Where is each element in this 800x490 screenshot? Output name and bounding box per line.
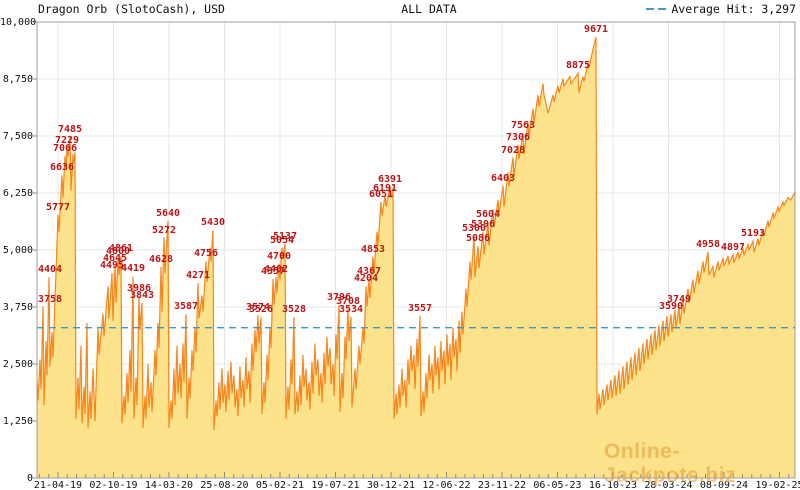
y-axis-label: 7,500 [2,130,33,142]
x-axis-label: 08-09-24 [699,480,749,490]
peak-value-label: 3526 [249,304,274,316]
peak-value-label: 5604 [476,209,501,221]
peak-value-label: 7306 [506,131,531,143]
peak-value-label: 4897 [721,241,746,253]
peak-value-label: 7485 [58,123,83,135]
y-axis-label: 0 [26,472,33,484]
peak-value-label: 3843 [130,289,155,301]
peak-value-label: 3590 [659,301,684,313]
peak-value-label: 4628 [149,253,174,265]
x-axis-label: 14-03-20 [144,480,194,490]
peak-value-label: 5137 [273,230,298,242]
series-line [36,36,796,431]
peak-value-label: 4357 [261,266,286,278]
average-hit-legend-label: Average Hit: 3,297 [671,2,796,16]
axis-tick-marks [33,21,790,479]
peak-value-label: 7229 [55,135,80,147]
x-axis-label: 21-04-19 [33,480,83,490]
peak-value-label: 5054 [270,234,295,246]
peak-value-label: 7066 [53,142,78,154]
peak-value-label: 3986 [127,283,152,295]
peak-value-label: 7563 [511,120,536,132]
peak-value-label: 4700 [267,250,292,262]
peak-value-label: 3557 [408,302,433,314]
peak-value-label: 4271 [186,270,211,282]
peak-value-label: 5086 [466,233,491,245]
y-axis-label: 8,750 [2,73,33,85]
peak-value-label: 9671 [584,24,609,35]
x-axis-label: 25-08-20 [200,480,249,490]
peak-value-label: 4204 [354,273,379,285]
peak-value-label: 8875 [566,60,591,72]
peak-value-label: 4958 [696,238,721,250]
peak-value-label: 3708 [336,295,361,307]
y-axis-label: 1,250 [2,415,33,427]
peak-value-label: 6403 [491,173,516,185]
y-axis-label: 5,000 [2,244,33,256]
y-axis-label: 2,500 [2,358,33,370]
peak-value-label: 3749 [667,294,692,306]
peak-value-label: 5193 [741,228,766,240]
plot-frame [36,21,796,479]
peak-value-label: 6191 [373,182,398,194]
peak-value-label: 6636 [50,162,75,174]
peak-value-label: 4853 [361,243,386,255]
x-axis-label: 30-12-21 [366,480,416,490]
average-line-swatch-icon [646,8,667,10]
x-axis-label: 02-10-19 [89,480,138,490]
peak-value-label: 4402 [264,264,289,276]
peak-value-label: 4800 [106,246,131,258]
peak-value-label: 4404 [38,264,63,276]
series-area-fill [37,37,795,478]
data-range-label: ALL DATA [401,2,457,16]
peak-value-label: 4861 [109,243,134,255]
peak-value-label: 3534 [339,303,364,315]
y-axis-label: 10,000 [0,16,37,28]
peak-value-label: 5640 [156,207,181,219]
peak-value-label: 3758 [38,293,63,305]
x-axis-label: 06-05-23 [533,480,582,490]
y-axis-label: 3,750 [2,301,33,313]
x-axis-label: 28-03-24 [644,480,693,490]
x-axis-label: 16-10-23 [588,480,638,490]
average-hit-legend: Average Hit: 3,297 [646,1,796,17]
watermark: Online-Jackpots.biz [604,440,737,487]
x-axis-label: 12-06-22 [422,480,471,490]
peak-value-label: 5430 [201,217,226,229]
x-axis-label: 19-07-21 [311,480,360,490]
peak-value-label: 5396 [471,218,496,230]
x-axis-label: 23-11-22 [477,480,527,490]
x-axis-label: 19-02-25 [755,480,800,490]
peak-value-label: 4645 [103,253,128,265]
peak-value-label: 5300 [462,223,487,235]
chart-title: Dragon Orb (SlotoCash), USD [38,2,225,16]
peak-value-label: 5777 [46,201,71,213]
peak-value-label: 6051 [369,189,394,201]
peak-value-label: 3528 [282,304,307,316]
peak-value-label: 3796 [327,291,352,303]
x-axis-label: 05-02-21 [255,480,305,490]
peak-value-label: 4419 [121,263,146,275]
peak-value-label: 4495 [100,260,125,272]
peak-value-label: 4756 [194,248,219,260]
peak-value-label: 5272 [152,224,177,236]
peak-value-label: 4367 [357,265,382,277]
peak-value-label: 6391 [378,173,403,185]
peak-value-label: 3574 [246,302,271,314]
peak-value-label: 7028 [501,144,526,156]
peak-value-label: 3587 [174,301,199,313]
y-axis-label: 6,250 [2,187,33,199]
